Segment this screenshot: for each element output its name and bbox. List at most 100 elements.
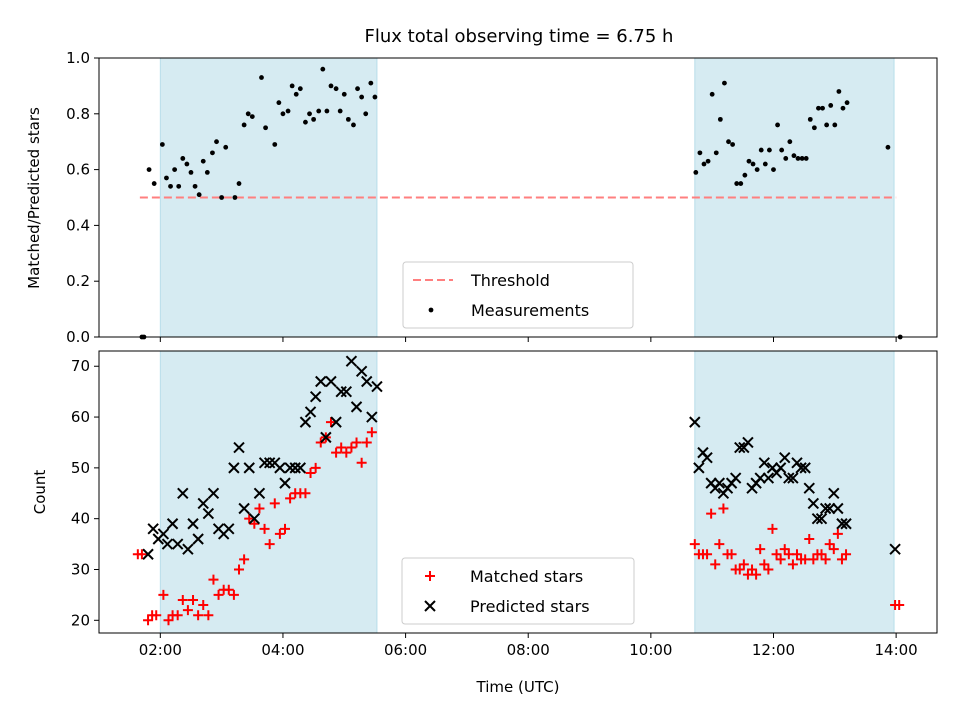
data-point bbox=[799, 462, 811, 474]
data-point bbox=[200, 158, 206, 164]
data-point bbox=[819, 502, 832, 515]
data-point bbox=[243, 462, 255, 474]
data-point bbox=[366, 411, 378, 423]
data-point bbox=[223, 144, 229, 150]
data-point bbox=[709, 91, 715, 97]
legend-label: Measurements bbox=[471, 301, 589, 320]
data-point bbox=[820, 105, 825, 111]
data-point bbox=[713, 150, 719, 156]
data-point bbox=[320, 431, 332, 444]
data-point bbox=[233, 441, 245, 454]
data-point bbox=[705, 158, 711, 164]
data-point bbox=[309, 391, 322, 403]
data-point bbox=[758, 457, 770, 469]
data-point bbox=[355, 365, 368, 378]
data-point bbox=[734, 441, 746, 454]
data-point bbox=[701, 161, 707, 167]
data-point bbox=[279, 523, 290, 534]
x-tick-label: 02:00 bbox=[139, 641, 182, 659]
data-point bbox=[726, 549, 737, 560]
data-point bbox=[816, 549, 827, 560]
data-point bbox=[779, 451, 791, 464]
data-point bbox=[310, 462, 321, 473]
data-point bbox=[223, 584, 234, 595]
data-point bbox=[345, 116, 351, 122]
data-point bbox=[159, 142, 165, 147]
data-point bbox=[366, 427, 377, 438]
chart-title: Flux total observing time = 6.75 h bbox=[365, 26, 674, 47]
data-point bbox=[779, 147, 785, 153]
data-point bbox=[693, 462, 705, 474]
data-point bbox=[204, 169, 210, 175]
data-point bbox=[787, 559, 798, 570]
data-point bbox=[359, 94, 365, 100]
data-point bbox=[346, 442, 357, 453]
data-point bbox=[755, 544, 766, 555]
data-point bbox=[828, 544, 839, 555]
data-point bbox=[351, 122, 356, 128]
data-point bbox=[803, 156, 809, 161]
data-point bbox=[151, 181, 157, 186]
data-point bbox=[311, 116, 317, 122]
y-tick-label: 0.6 bbox=[66, 161, 90, 179]
data-point bbox=[307, 111, 312, 117]
series-predicted-stars bbox=[142, 355, 901, 560]
data-point bbox=[738, 181, 744, 186]
data-point bbox=[811, 512, 824, 525]
data-point bbox=[746, 158, 752, 164]
observing-window-band bbox=[159, 57, 378, 338]
data-point bbox=[325, 375, 337, 388]
legend-swatch bbox=[428, 307, 434, 313]
data-point bbox=[775, 554, 786, 565]
data-point bbox=[824, 122, 830, 128]
data-point bbox=[787, 472, 799, 484]
data-point bbox=[330, 416, 342, 428]
data-point bbox=[303, 119, 308, 125]
data-point bbox=[803, 482, 815, 494]
data-point bbox=[771, 549, 782, 560]
data-point bbox=[245, 111, 251, 117]
data-point bbox=[274, 462, 286, 474]
data-point bbox=[747, 564, 758, 575]
x-tick-label: 08:00 bbox=[507, 641, 550, 659]
legend: Matched stars Predicted stars bbox=[401, 557, 635, 625]
data-point bbox=[143, 615, 154, 626]
data-point bbox=[236, 181, 242, 186]
data-point bbox=[791, 153, 797, 159]
data-point bbox=[171, 538, 184, 550]
data-point bbox=[223, 523, 235, 535]
data-point bbox=[279, 477, 291, 489]
y-tick-label: 0.0 bbox=[66, 328, 90, 346]
data-point bbox=[197, 497, 209, 510]
y-tick-label: 30 bbox=[71, 560, 90, 578]
data-point bbox=[811, 125, 817, 131]
data-point bbox=[363, 111, 369, 117]
y-tick-label: 40 bbox=[71, 510, 90, 528]
data-point bbox=[762, 472, 775, 484]
data-point bbox=[697, 150, 703, 156]
data-point bbox=[188, 594, 199, 605]
data-point bbox=[182, 605, 193, 616]
data-point bbox=[269, 498, 280, 509]
data-point bbox=[336, 442, 347, 453]
data-point bbox=[176, 183, 182, 189]
data-point bbox=[795, 462, 807, 474]
data-point bbox=[791, 549, 802, 560]
data-point bbox=[192, 183, 198, 189]
data-point bbox=[163, 615, 174, 626]
data-point bbox=[158, 589, 169, 600]
data-point bbox=[820, 554, 831, 565]
data-point bbox=[299, 416, 312, 428]
data-point bbox=[284, 462, 296, 474]
data-point bbox=[844, 100, 850, 106]
x-tick-label: 06:00 bbox=[384, 641, 427, 659]
data-point bbox=[172, 610, 183, 621]
data-point bbox=[702, 549, 713, 560]
data-point bbox=[361, 375, 373, 388]
data-point bbox=[356, 457, 367, 468]
data-point bbox=[341, 447, 352, 458]
data-point bbox=[325, 417, 336, 428]
data-point bbox=[202, 507, 215, 520]
data-point bbox=[372, 94, 378, 100]
data-point bbox=[234, 564, 245, 575]
